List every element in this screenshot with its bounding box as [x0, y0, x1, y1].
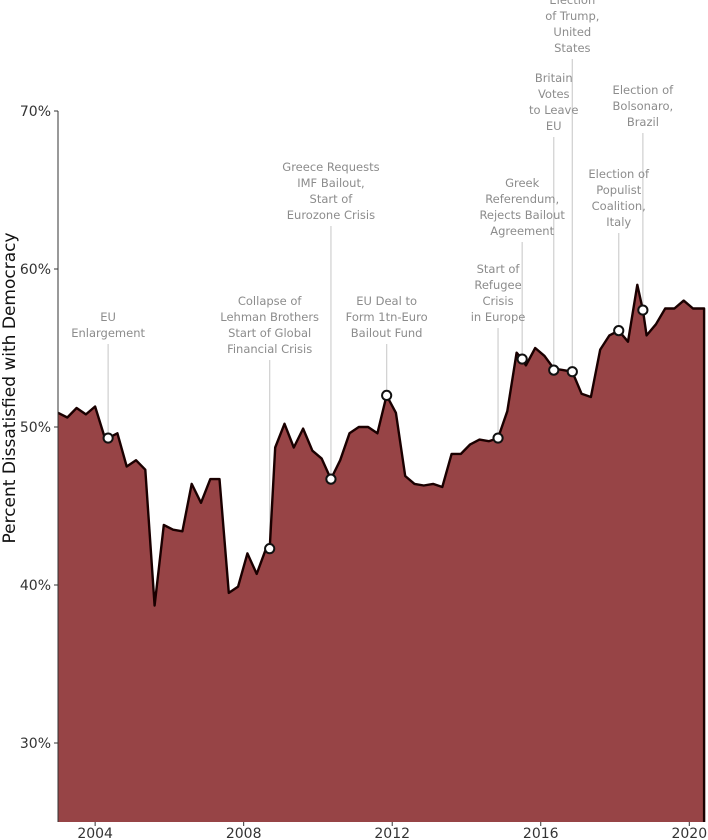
annotation-label: Election of Bolsonaro, Brazil	[613, 83, 675, 129]
y-tick-label: 30%	[20, 736, 51, 752]
annotation-label-line: Bolsonaro,	[613, 99, 674, 113]
annotation-label: Collapse of Lehman Brothers Start of Globa…	[220, 294, 319, 356]
annotation-label-line: United	[553, 25, 591, 39]
annotation-label-line: Britain	[535, 71, 573, 85]
annotation-label-line: Greek	[505, 176, 540, 190]
annotation-label-line: Financial Crisis	[227, 342, 312, 356]
annotation-label-line: Election of	[613, 83, 675, 97]
annotation-label-line: EU Deal to	[356, 294, 417, 308]
annotation-label: Greek Referendum, Rejects Bailout Agreement	[479, 176, 565, 238]
annotation-label: Election of Trump, United States	[545, 0, 599, 55]
y-tick-label: 50%	[20, 420, 51, 436]
annotation-label: Greece Requests IMF Bailout, Start of Euroz…	[282, 160, 379, 222]
event-marker	[637, 304, 649, 316]
event-marker	[102, 432, 114, 444]
area-fill	[58, 284, 705, 822]
annotation-label-line: Populist	[596, 183, 642, 197]
annotation-label-line: Bailout Fund	[351, 326, 423, 340]
event-marker	[325, 473, 337, 485]
annotation-label-line: Start of Global	[228, 326, 311, 340]
annotation-label-line: Start of	[477, 262, 521, 276]
annotation-label-line: EU	[100, 310, 116, 324]
y-axis-label: Percent Dissatisfied with Democracy	[0, 232, 20, 543]
event-marker	[613, 325, 625, 337]
y-axis: 30% 40% 50% 60% 70%	[20, 104, 58, 752]
annotation-label-line: Collapse of	[238, 294, 303, 308]
event-marker	[566, 366, 578, 378]
annotation-label-line: Form 1tn-Euro	[346, 310, 428, 324]
annotation-label-line: Crisis	[482, 294, 513, 308]
x-tick-label: 2016	[523, 826, 559, 840]
annotation-label-line: Agreement	[490, 224, 554, 238]
y-tick-label: 70%	[20, 104, 51, 120]
annotation-label-line: Italy	[606, 215, 631, 229]
event-marker	[516, 353, 528, 365]
annotation-label-line: EU	[546, 119, 562, 133]
annotation-label-line: IMF Bailout,	[297, 176, 364, 190]
annotation-label-line: Greece Requests	[282, 160, 379, 174]
annotation-label-line: Referendum,	[485, 192, 559, 206]
event-marker	[492, 432, 504, 444]
annotation-label-line: in Europe	[471, 310, 526, 324]
annotation-label-line: States	[554, 41, 590, 55]
annotation-leaders	[107, 59, 644, 544]
annotation-label-line: Votes	[538, 87, 570, 101]
annotation-label: Election of Populist Coalition, Italy	[588, 167, 650, 229]
x-tick-label: 2012	[374, 826, 410, 840]
annotation-label-line: Rejects Bailout	[479, 208, 565, 222]
annotation-label-line: Lehman Brothers	[220, 310, 319, 324]
event-marker	[264, 543, 276, 555]
y-tick-label: 40%	[20, 578, 51, 594]
annotation-label: EU Deal to Form 1tn-Euro Bailout Fund	[346, 294, 428, 340]
annotation-label-line: Refugee	[474, 278, 521, 292]
event-marker	[548, 364, 560, 376]
annotation-label: Start of Refugee Crisis in Europe	[471, 262, 526, 324]
annotation-label-line: Start of	[310, 192, 354, 206]
annotation-labels: EU Enlargement Collapse of Lehman Brothers S…	[71, 0, 674, 356]
annotation-label-line: of Trump,	[545, 9, 599, 23]
x-tick-label: 2020	[671, 826, 707, 840]
annotation-label-line: Eurozone Crisis	[287, 208, 375, 222]
event-marker	[381, 389, 393, 401]
y-tick-label: 60%	[20, 262, 51, 278]
annotation-label-line: Enlargement	[71, 326, 145, 340]
x-tick-label: 2004	[77, 826, 113, 840]
annotation-label-line: to Leave	[529, 103, 578, 117]
annotation-label-line: Election	[549, 0, 595, 7]
x-axis: 2004 2008 2012 2016 2020	[77, 822, 707, 840]
annotation-label: Britain Votes to Leave EU	[529, 71, 578, 133]
annotation-label: EU Enlargement	[71, 310, 145, 340]
annotation-label-line: Coalition,	[592, 199, 646, 213]
event-markers	[102, 304, 649, 555]
annotation-label-line: Brazil	[627, 115, 659, 129]
x-tick-label: 2008	[226, 826, 262, 840]
annotation-label-line: Election of	[588, 167, 650, 181]
